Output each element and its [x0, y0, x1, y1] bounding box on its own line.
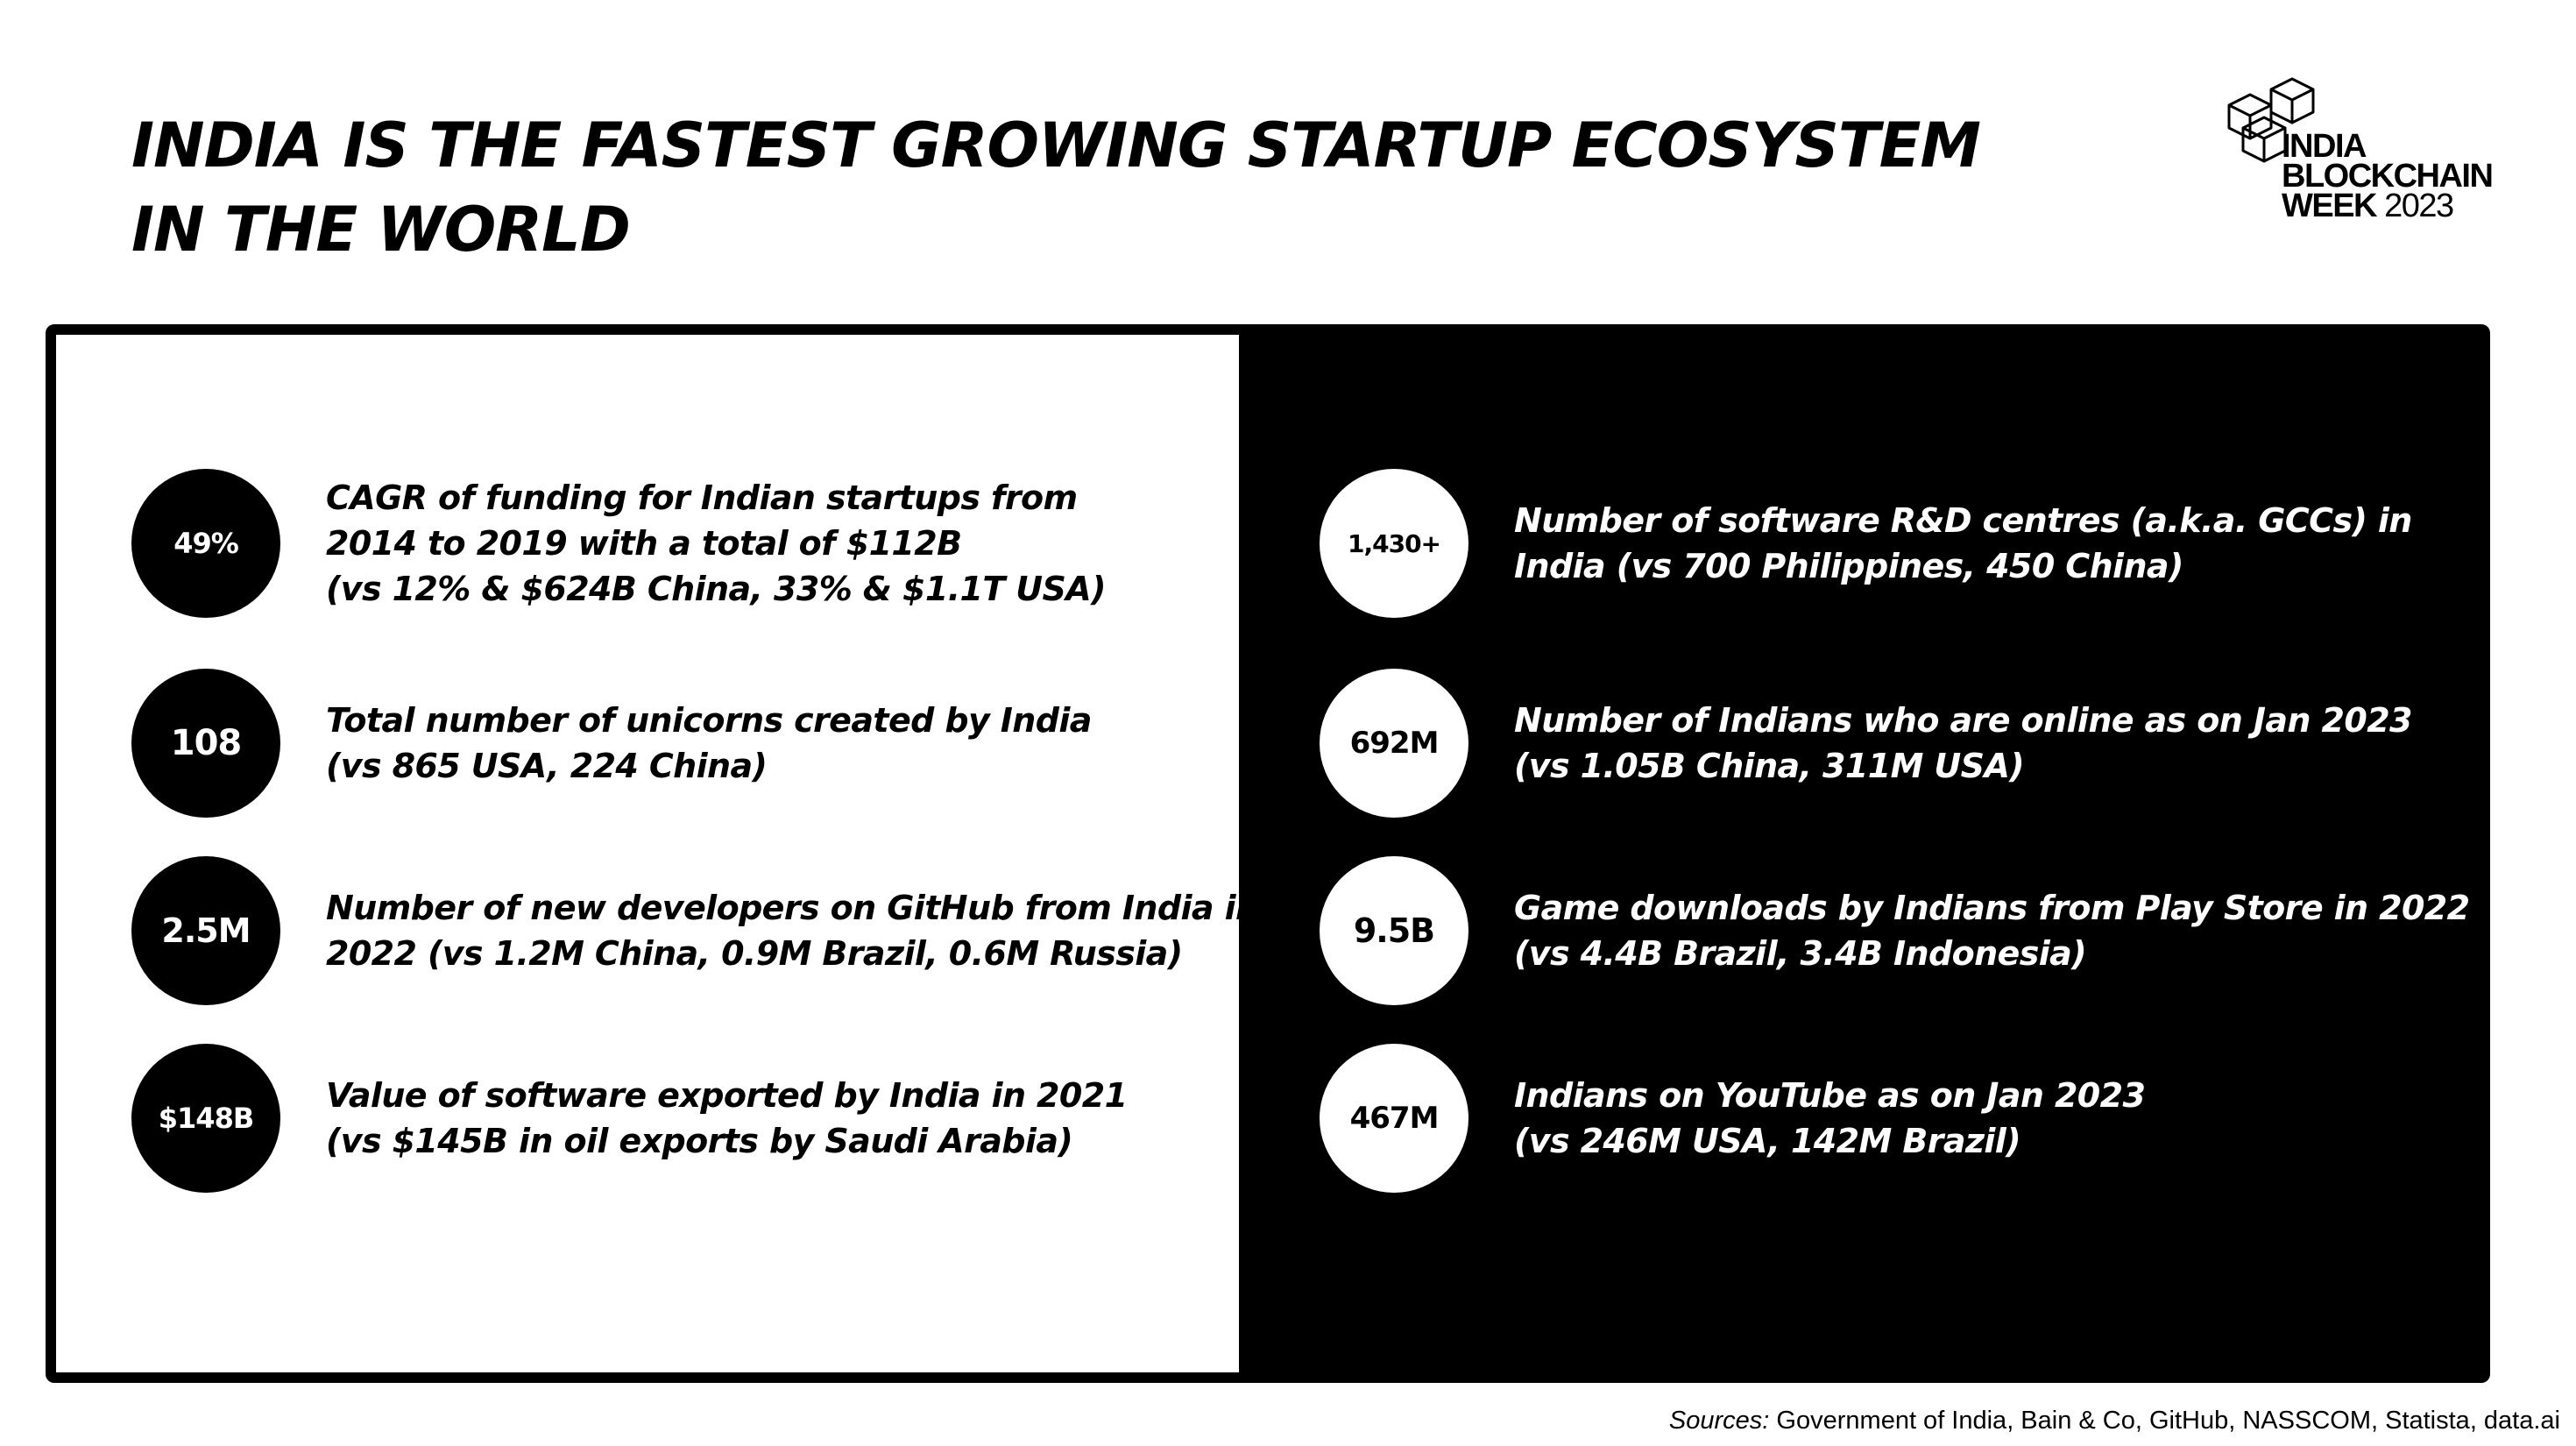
stat-funding-cagr: 49% CAGR of funding for Indian startups …: [131, 469, 1235, 618]
stat-line: Value of software exported by India in 2…: [326, 1076, 1128, 1115]
logo-year: 2023: [2384, 188, 2454, 224]
logo-line-india: INDIA: [2282, 128, 2367, 165]
stat-line: Number of new developers on GitHub from …: [326, 889, 1259, 927]
stat-line: CAGR of funding for Indian startups from: [326, 478, 1078, 517]
stat-line: (vs $145B in oil exports by Saudi Arabia…: [326, 1122, 1073, 1160]
stat-line: India (vs 700 Philippines, 450 China): [1514, 547, 2183, 585]
stat-description: Number of new developers on GitHub from …: [326, 885, 1259, 976]
stat-description: Game downloads by Indians from Play Stor…: [1514, 885, 2470, 976]
stat-line: Number of Indians who are online as on J…: [1514, 701, 2412, 740]
logo-wordmark: INDIA BLOCKCHAIN WEEK 2023: [2282, 128, 2494, 224]
cubes-icon: [2227, 77, 2315, 163]
stat-line: (vs 865 USA, 224 China): [326, 747, 768, 785]
stat-line: (vs 12% & $624B China, 33% & $1.1T USA): [326, 570, 1106, 608]
stat-value-badge: 108: [131, 669, 280, 818]
stat-value-badge: 467M: [1320, 1044, 1468, 1193]
stat-software-exports: $148B Value of software exported by Indi…: [131, 1044, 1235, 1193]
stat-line: Total number of unicorns created by Indi…: [326, 701, 1092, 740]
logo-line-week: WEEK 2023: [2282, 188, 2492, 224]
stats-panel: 49% CAGR of funding for Indian startups …: [46, 324, 2490, 1383]
stat-value-badge: 692M: [1320, 669, 1468, 818]
stat-line: Indians on YouTube as on Jan 2023: [1514, 1076, 2146, 1115]
stat-indians-online: 692M Number of Indians who are online as…: [1320, 669, 2476, 818]
stat-description: Number of software R&D centres (a.k.a. G…: [1514, 498, 2412, 589]
stat-game-downloads: 9.5B Game downloads by Indians from Play…: [1320, 856, 2476, 1005]
stat-value-badge: 2.5M: [131, 856, 280, 1005]
stat-value-badge: 49%: [131, 469, 280, 618]
stat-description: Number of Indians who are online as on J…: [1514, 698, 2412, 789]
stat-description: Value of software exported by India in 2…: [326, 1073, 1128, 1164]
stat-rnd-centres: 1,430+ Number of software R&D centres (a…: [1320, 469, 2476, 618]
stat-line: (vs 1.05B China, 311M USA): [1514, 747, 2025, 785]
logo-line-blockchain: BLOCKCHAIN: [2282, 158, 2494, 195]
stat-line: 2014 to 2019 with a total of $112B: [326, 524, 962, 563]
page-title: INDIA IS THE FASTEST GROWING STARTUP ECO…: [131, 103, 1981, 272]
stat-value-badge: 1,430+: [1320, 469, 1468, 618]
stat-value-badge: $148B: [131, 1044, 280, 1193]
title-line-1: INDIA IS THE FASTEST GROWING STARTUP ECO…: [131, 110, 1981, 181]
stat-description: Indians on YouTube as on Jan 2023 (vs 24…: [1514, 1073, 2146, 1164]
stat-description: Total number of unicorns created by Indi…: [326, 698, 1092, 789]
stat-value-badge: 9.5B: [1320, 856, 1468, 1005]
india-blockchain-week-logo: INDIA BLOCKCHAIN WEEK 2023: [2217, 74, 2506, 223]
stat-line: Game downloads by Indians from Play Stor…: [1514, 889, 2470, 927]
stat-youtube-users: 467M Indians on YouTube as on Jan 2023 (…: [1320, 1044, 2476, 1193]
title-line-2: IN THE WORLD: [131, 194, 631, 266]
sources-label: Sources:: [1668, 1407, 1770, 1435]
stat-line: (vs 246M USA, 142M Brazil): [1514, 1122, 2021, 1160]
logo-week-word: WEEK: [2282, 188, 2378, 224]
sources-list: Government of India, Bain & Co, GitHub, …: [1769, 1407, 2560, 1435]
stat-line: Number of software R&D centres (a.k.a. G…: [1514, 501, 2412, 540]
stat-line: 2022 (vs 1.2M China, 0.9M Brazil, 0.6M R…: [326, 934, 1183, 973]
sources-footnote: Sources: Government of India, Bain & Co,…: [1669, 1407, 2560, 1435]
stat-description: CAGR of funding for Indian startups from…: [326, 475, 1106, 612]
stat-github-developers: 2.5M Number of new developers on GitHub …: [131, 856, 1259, 1005]
stat-unicorns: 108 Total number of unicorns created by …: [131, 669, 1235, 818]
stat-line: (vs 4.4B Brazil, 3.4B Indonesia): [1514, 934, 2087, 973]
